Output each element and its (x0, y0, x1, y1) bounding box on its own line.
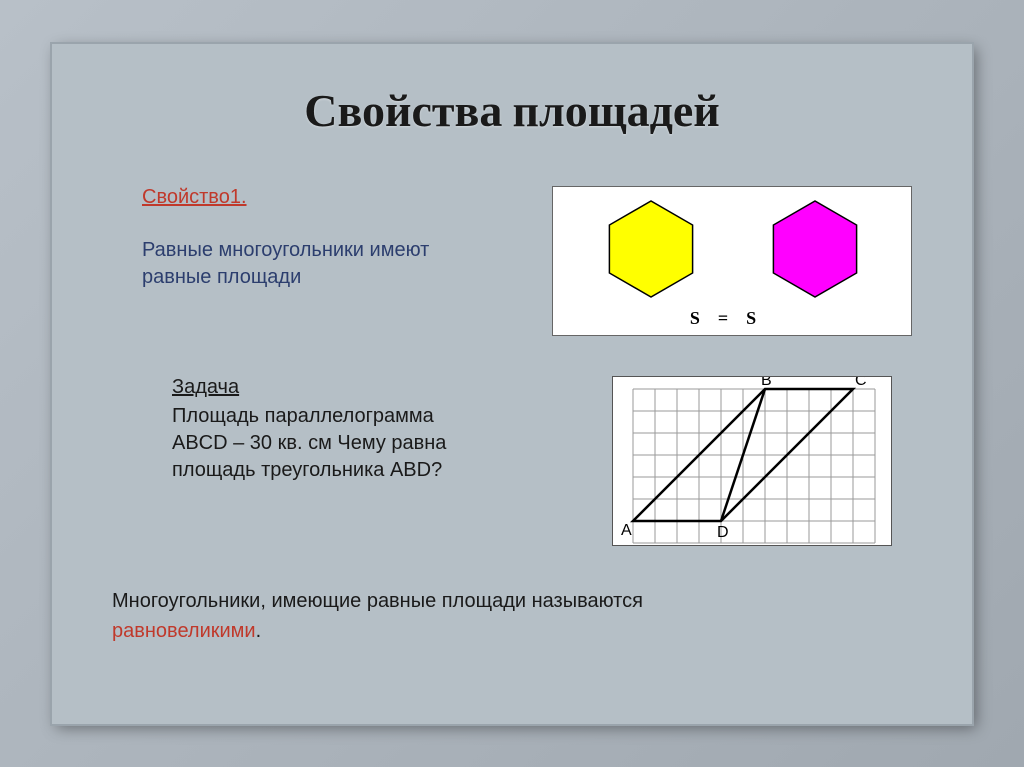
svg-text:B: B (761, 377, 772, 389)
grid-figure: A B C D (612, 376, 892, 546)
hexagon-svg (553, 187, 913, 307)
row-property: Свойство1. Равные многоугольники имеют р… (142, 186, 912, 336)
grid-svg: A B C D (613, 377, 893, 547)
row-task: Задача Площадь параллелограмма АBCD – 30… (172, 376, 912, 546)
footer-line1: Многоугольники, имеющие равные площади н… (112, 590, 643, 612)
property-text: Равные многоугольники имеют равные площа… (142, 237, 452, 291)
page-title: Свойства площадей (112, 84, 912, 138)
svg-text:C: C (855, 377, 867, 389)
svg-text:A: A (621, 522, 632, 539)
footer-period: . (256, 620, 262, 642)
property-label: Свойство1. (142, 186, 452, 209)
task-label: Задача (172, 376, 492, 399)
footer-text: Многоугольники, имеющие равные площади н… (112, 586, 912, 646)
caption-equals: = (718, 308, 746, 328)
task-text: Площадь параллелограмма АBCD – 30 кв. см… (172, 403, 492, 484)
svg-text:D: D (717, 524, 729, 541)
hexagon-figure: S=S (552, 186, 912, 336)
caption-s-right: S (746, 308, 774, 328)
property-block: Свойство1. Равные многоугольники имеют р… (142, 186, 452, 291)
caption-s-left: S (690, 308, 718, 328)
hexagon-caption: S=S (553, 308, 911, 329)
slide: Свойства площадей Свойство1. Равные мног… (52, 44, 972, 724)
task-block: Задача Площадь параллелограмма АBCD – 30… (172, 376, 492, 484)
footer-highlight: равновеликими (112, 620, 256, 642)
